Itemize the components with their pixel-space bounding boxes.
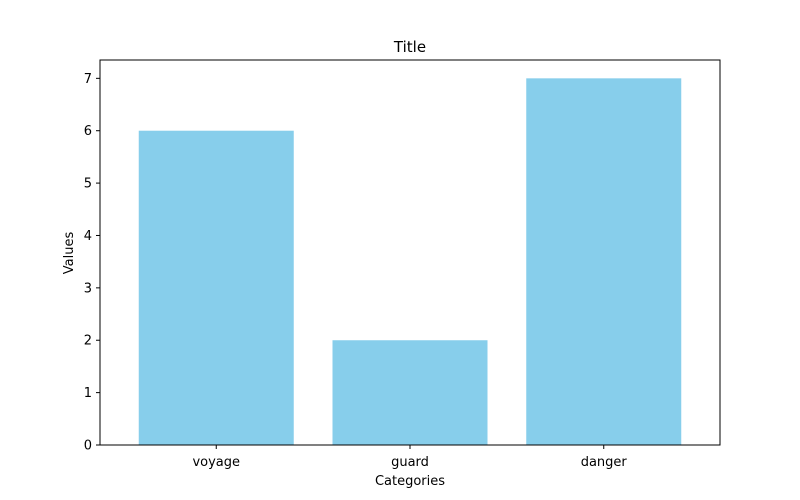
bar-voyage xyxy=(138,130,294,445)
y-tick-label: 5 xyxy=(84,177,92,192)
bars-group xyxy=(138,78,682,445)
y-tick-label: 3 xyxy=(84,281,92,296)
y-tick-label: 6 xyxy=(84,124,92,139)
y-tick-label: 7 xyxy=(84,72,92,87)
bar-danger xyxy=(526,78,682,445)
y-axis-title: Values xyxy=(62,232,77,275)
bar-guard xyxy=(332,340,488,445)
x-tick-label-voyage: voyage xyxy=(192,455,240,470)
y-tick-label: 1 xyxy=(84,386,92,401)
y-tick-label: 0 xyxy=(84,439,92,454)
y-tick-label: 2 xyxy=(84,334,92,349)
x-axis-ticks: voyage guard danger xyxy=(192,445,627,470)
y-tick-label: 4 xyxy=(84,229,92,244)
y-axis-ticks: 0 1 2 3 4 5 6 7 xyxy=(84,72,100,454)
chart-title: Title xyxy=(393,38,426,56)
x-tick-label-danger: danger xyxy=(581,455,628,470)
x-axis-title: Categories xyxy=(375,474,445,489)
plot-frame xyxy=(99,59,721,446)
x-tick-label-guard: guard xyxy=(391,455,429,470)
